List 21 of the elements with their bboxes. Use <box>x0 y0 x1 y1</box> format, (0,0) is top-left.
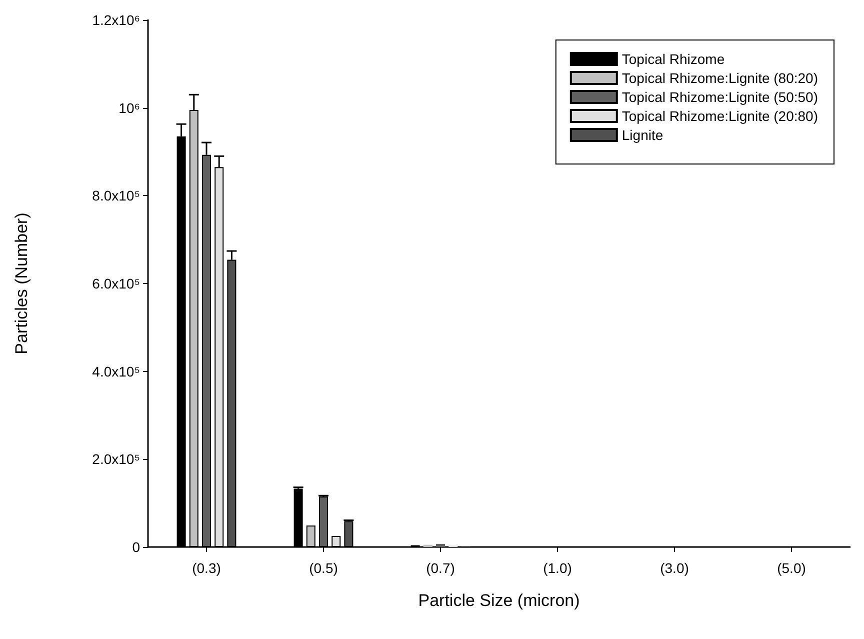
legend-label: Topical Rhizome <box>622 51 725 67</box>
x-tick-label: (5.0) <box>777 560 806 576</box>
legend-label: Topical Rhizome:Lignite (50:50) <box>622 89 818 105</box>
y-tick-label: 0 <box>132 539 140 555</box>
x-tick-label: (3.0) <box>660 560 689 576</box>
x-axis-title: Particle Size (micron) <box>418 591 580 610</box>
y-tick-label: 10⁶ <box>118 100 140 116</box>
legend-label: Topical Rhizome:Lignite (80:20) <box>622 70 818 86</box>
x-tick-label: (0.5) <box>309 560 338 576</box>
x-tick-label: (0.7) <box>426 560 455 576</box>
bar <box>436 544 445 547</box>
legend-label: Lignite <box>622 127 664 143</box>
y-tick-label: 1.2x10⁶ <box>92 12 140 28</box>
legend-label: Topical Rhizome:Lignite (20:80) <box>622 108 818 124</box>
y-tick-label: 8.0x10⁵ <box>92 188 140 204</box>
y-tick-label: 2.0x10⁵ <box>92 451 140 468</box>
y-axis-title: Particles (Number) <box>12 212 31 354</box>
x-tick-label: (1.0) <box>543 560 572 576</box>
y-tick-label: 6.0x10⁵ <box>92 276 140 292</box>
x-tick-label: (0.3) <box>192 560 221 576</box>
y-tick-label: 4.0x10⁵ <box>92 363 140 380</box>
